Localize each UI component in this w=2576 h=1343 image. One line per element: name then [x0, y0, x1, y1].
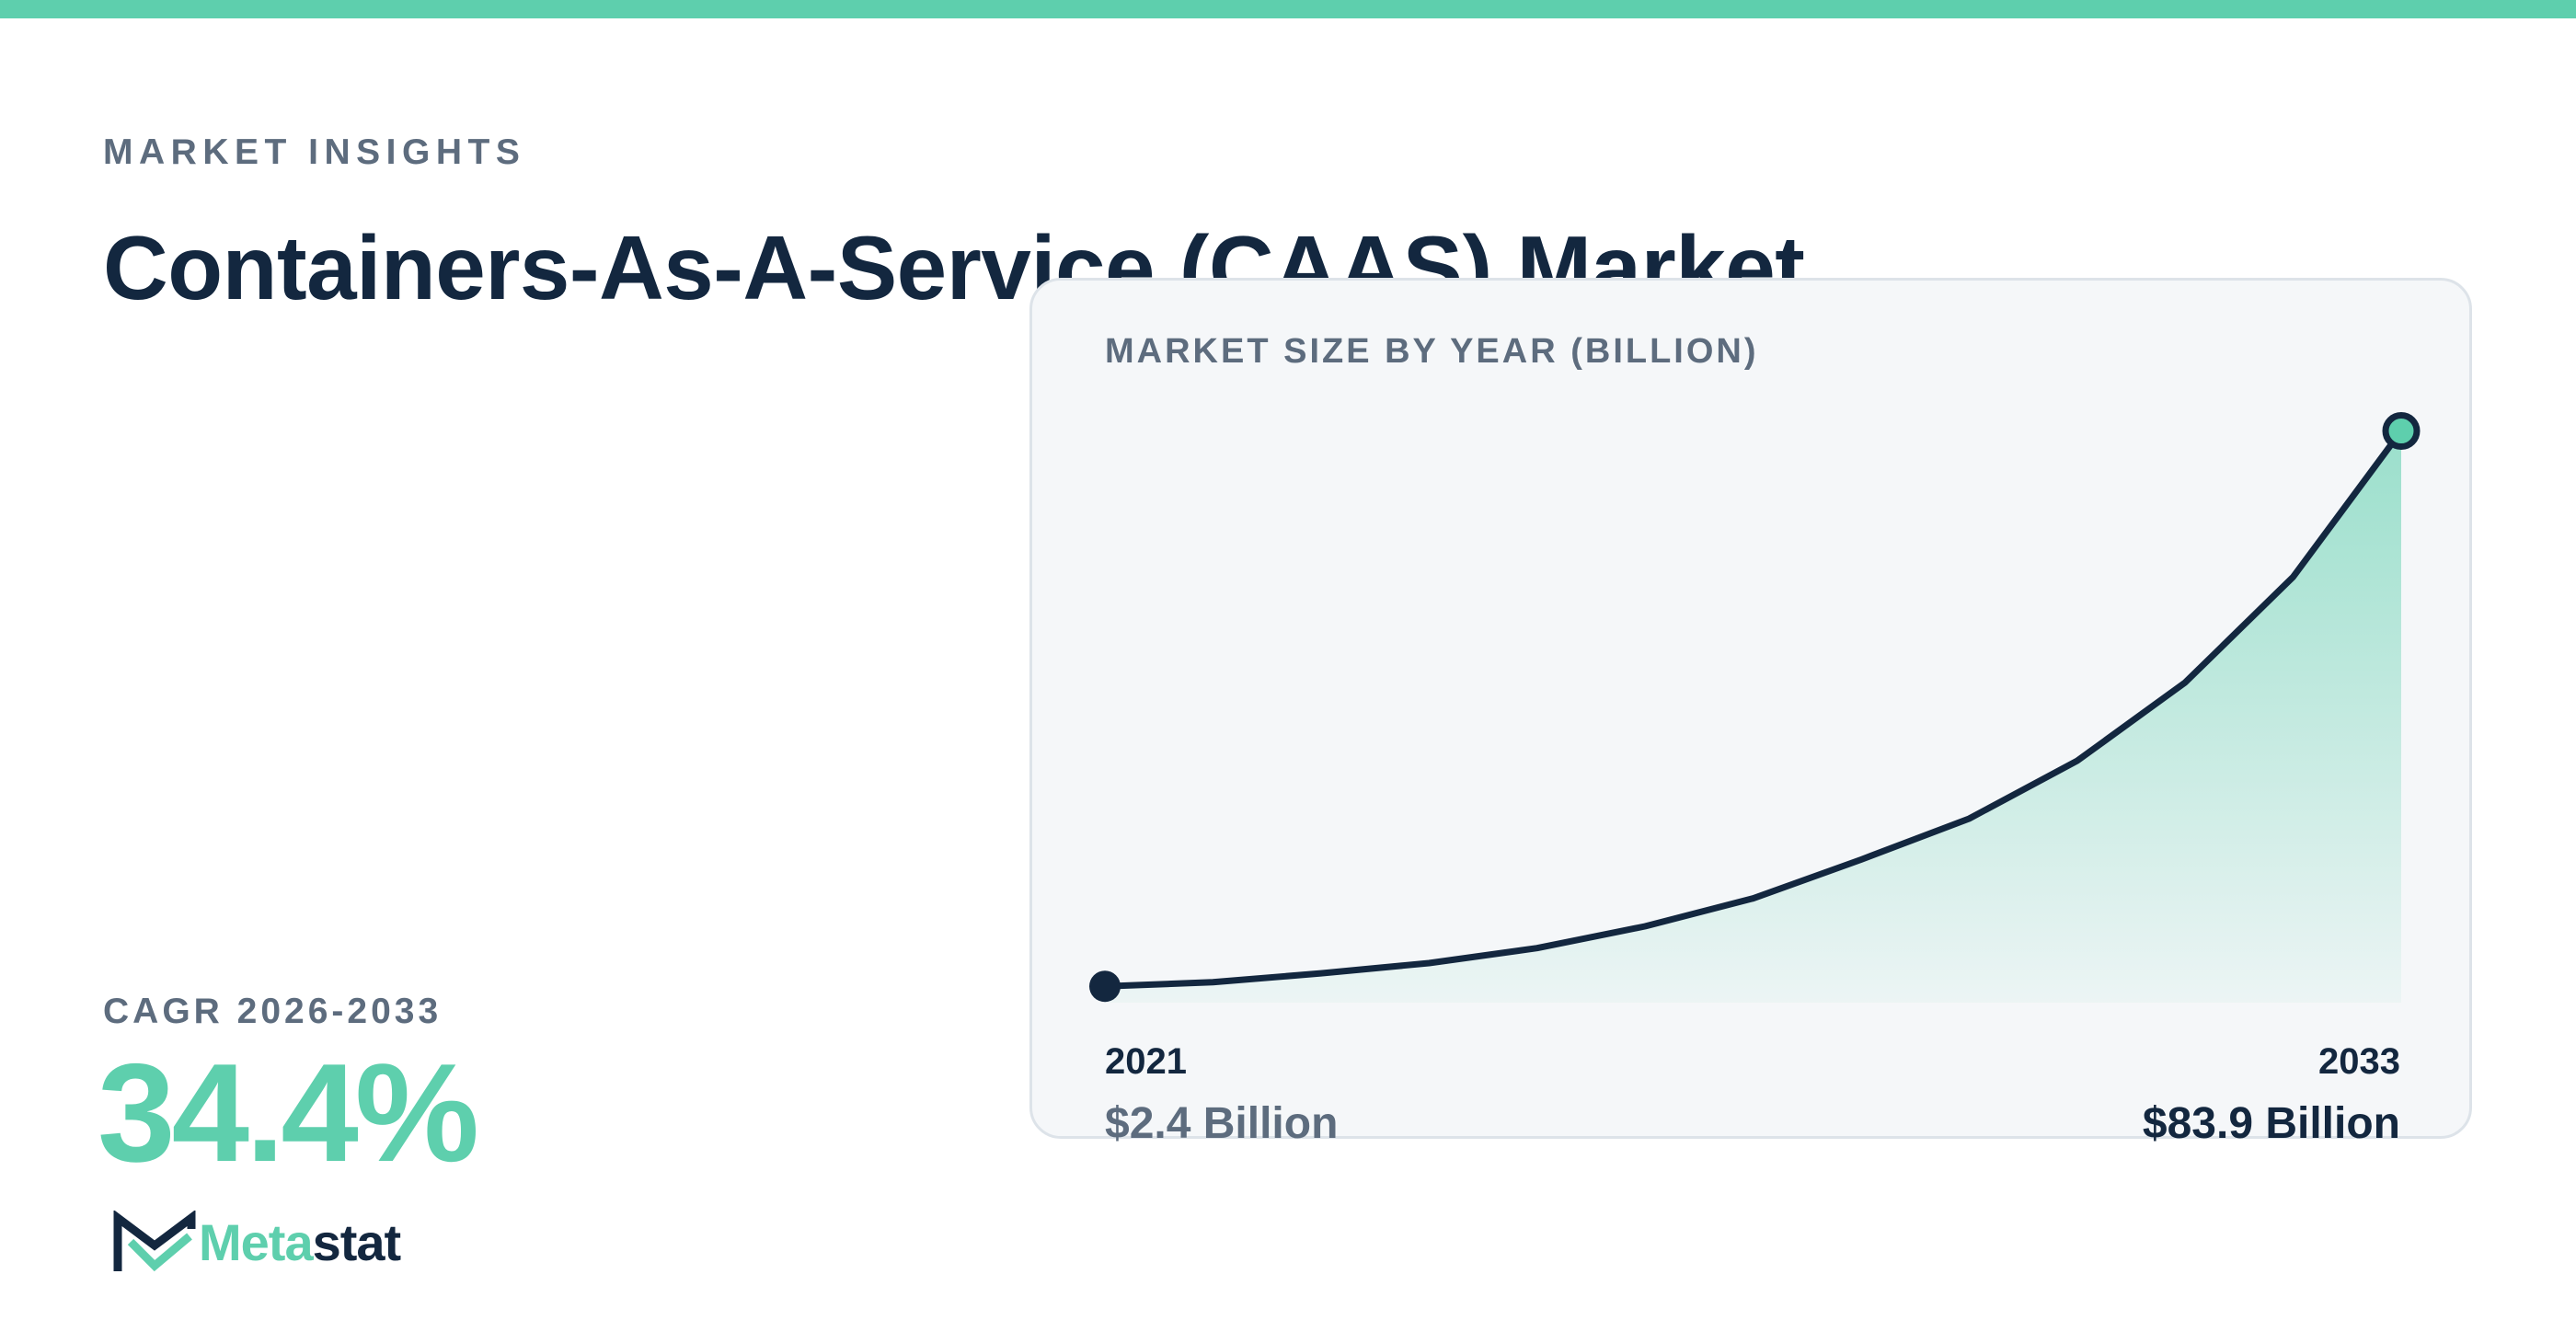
top-accent-bar	[0, 0, 2576, 18]
brand-logo: Metastat	[112, 1211, 401, 1275]
start-year-label: 2021	[1105, 1041, 1187, 1082]
market-size-chart-card: MARKET SIZE BY YEAR (BILLION) 2021 2033 …	[1029, 278, 2472, 1146]
end-year-label: 2033	[2318, 1041, 2400, 1082]
brand-name-part2: stat	[312, 1213, 402, 1271]
chart-title: MARKET SIZE BY YEAR (BILLION)	[1105, 332, 1759, 371]
brand-name-part1: Meta	[199, 1213, 314, 1271]
end-point-marker	[2382, 412, 2421, 451]
start-point-marker	[1089, 970, 1121, 1003]
cagr-label: CAGR 2026-2033	[103, 992, 443, 1031]
metastat-m-logo-icon	[113, 1211, 196, 1272]
cagr-value: 34.4%	[98, 1035, 479, 1191]
section-eyebrow: MARKET INSIGHTS	[103, 132, 526, 172]
series-line	[1101, 428, 2405, 990]
area-fill	[1105, 430, 2401, 1004]
end-value-label: $83.9 Billion	[2142, 1099, 2400, 1148]
market-size-area-chart	[1089, 412, 2421, 1004]
start-value-label: $2.4 Billion	[1105, 1099, 1339, 1148]
brand-name: Metastat	[199, 1217, 401, 1268]
